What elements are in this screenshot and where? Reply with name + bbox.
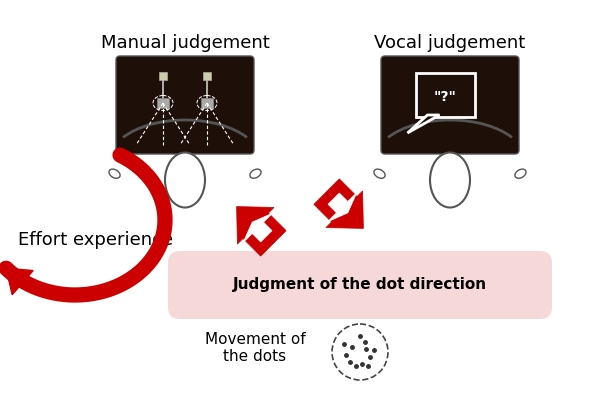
- FancyBboxPatch shape: [415, 73, 475, 117]
- Ellipse shape: [165, 153, 205, 208]
- Ellipse shape: [374, 169, 385, 178]
- Text: Movement of
the dots: Movement of the dots: [205, 332, 305, 364]
- Text: Manual judgement: Manual judgement: [101, 34, 269, 52]
- Bar: [157, 98, 169, 108]
- Text: Vocal judgement: Vocal judgement: [374, 34, 526, 52]
- Bar: [201, 98, 213, 108]
- FancyBboxPatch shape: [116, 56, 254, 154]
- Polygon shape: [314, 179, 364, 228]
- Text: Judgment of the dot direction: Judgment of the dot direction: [233, 278, 487, 293]
- FancyBboxPatch shape: [381, 56, 519, 154]
- Bar: [203, 72, 211, 80]
- Text: "?": "?": [434, 90, 457, 104]
- Polygon shape: [328, 193, 357, 222]
- Ellipse shape: [515, 169, 526, 178]
- Polygon shape: [236, 207, 286, 256]
- Ellipse shape: [109, 169, 120, 178]
- Bar: [159, 72, 167, 80]
- Text: Effort experience: Effort experience: [18, 231, 173, 249]
- Ellipse shape: [430, 153, 470, 208]
- Polygon shape: [407, 115, 439, 133]
- FancyBboxPatch shape: [168, 251, 552, 319]
- Polygon shape: [243, 213, 272, 243]
- Polygon shape: [6, 268, 33, 295]
- Ellipse shape: [250, 169, 261, 178]
